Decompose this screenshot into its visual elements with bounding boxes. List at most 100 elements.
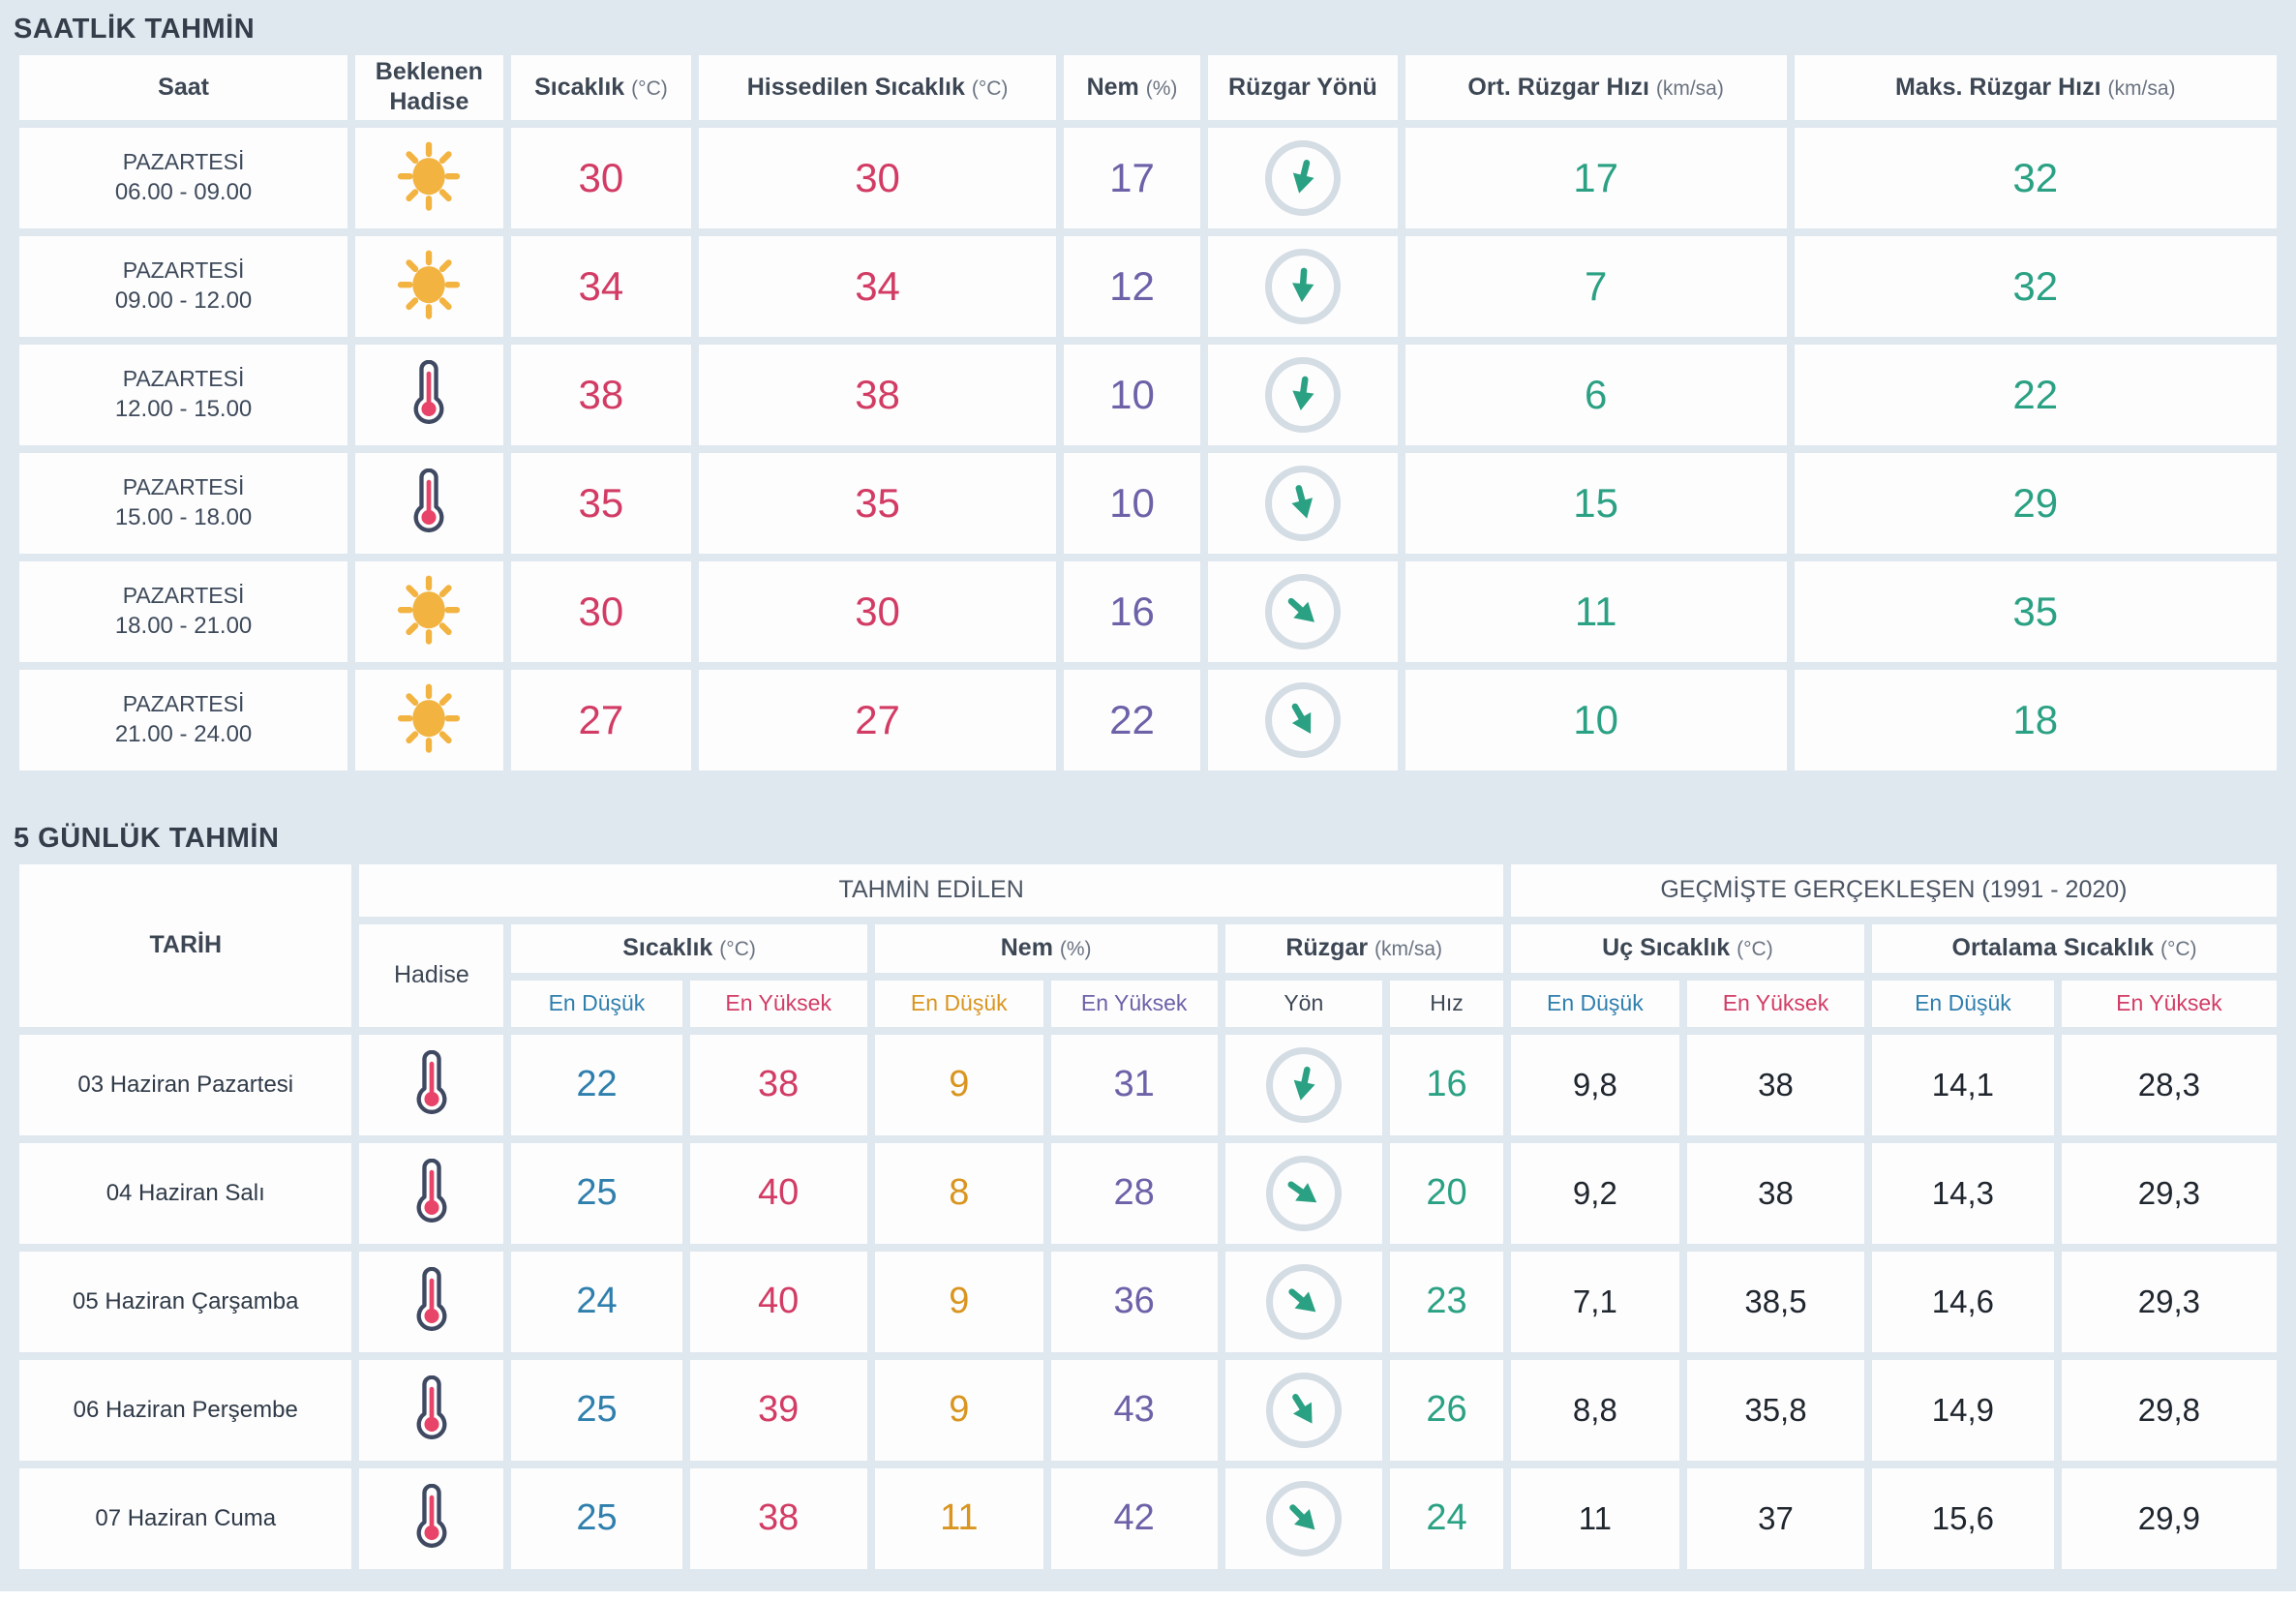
daily-header-sub-row: En Düşük En Yüksek En Düşük En Yüksek Yö… bbox=[19, 980, 2277, 1027]
wind-speed-value: 23 bbox=[1390, 1251, 1503, 1352]
wind-speed-value: 16 bbox=[1390, 1034, 1503, 1135]
temp-min-value: 25 bbox=[511, 1142, 682, 1244]
col-header-sicaklik: Sıcaklık (°C) bbox=[510, 55, 692, 120]
subheader-ext-min: En Düşük bbox=[1510, 980, 1679, 1027]
average-max-value: 29,9 bbox=[2061, 1467, 2277, 1569]
date-label: 03 Haziran Pazartesi bbox=[19, 1034, 352, 1135]
average-min-value: 14,3 bbox=[1872, 1142, 2054, 1244]
event-cell bbox=[359, 1034, 504, 1135]
event-cell bbox=[359, 1359, 504, 1461]
group-header-tahmin-edilen: TAHMİN EDİLEN bbox=[359, 863, 1503, 917]
wind-max-value: 32 bbox=[1794, 127, 2277, 228]
hourly-header-row: Saat Beklenen Hadise Sıcaklık (°C) Hisse… bbox=[19, 55, 2277, 120]
extreme-max-value: 38 bbox=[1686, 1142, 1865, 1244]
wind-direction-cell bbox=[1224, 1467, 1383, 1569]
wind-direction-cell bbox=[1224, 1251, 1383, 1352]
hum-max-value: 36 bbox=[1050, 1251, 1218, 1352]
wind-max-value: 32 bbox=[1794, 235, 2277, 337]
temperature-value: 30 bbox=[510, 560, 692, 662]
col-header-sicaklik: Sıcaklık (°C) bbox=[511, 923, 867, 973]
temp-min-value: 24 bbox=[511, 1251, 682, 1352]
group-header-gecmiste-gerceklesen: GEÇMİŞTE GERÇEKLEŞEN (1991 - 2020) bbox=[1510, 863, 2277, 917]
average-max-value: 29,3 bbox=[2061, 1251, 2277, 1352]
col-header-ort-ruzgar: Ort. Rüzgar Hızı (km/sa) bbox=[1405, 55, 1787, 120]
wind-avg-value: 11 bbox=[1405, 560, 1787, 662]
expected-event-cell bbox=[355, 560, 503, 662]
thermometer-icon bbox=[413, 1050, 450, 1114]
col-header-ruzgar: Rüzgar (km/sa) bbox=[1224, 923, 1503, 973]
thermometer-icon bbox=[413, 1484, 450, 1548]
extreme-max-value: 35,8 bbox=[1686, 1359, 1865, 1461]
wind-avg-value: 15 bbox=[1405, 452, 1787, 554]
expected-event-cell bbox=[355, 344, 503, 445]
event-cell bbox=[359, 1467, 504, 1569]
extreme-min-value: 9,8 bbox=[1510, 1034, 1679, 1135]
hourly-row-3: PAZARTESİ 12.00 - 15.00 38 38 10 6 22 bbox=[19, 344, 2277, 445]
wind-avg-value: 7 bbox=[1405, 235, 1787, 337]
sunny-icon bbox=[393, 139, 465, 211]
daily-header-category-row: Hadise Sıcaklık (°C) Nem (%) Rüzgar (km/… bbox=[19, 923, 2277, 1027]
wind-direction-icon bbox=[1264, 356, 1341, 433]
col-header-ortalama-sicaklik: Ortalama Sıcaklık (°C) bbox=[1872, 923, 2277, 973]
wind-direction-cell bbox=[1224, 1034, 1383, 1135]
hum-max-value: 43 bbox=[1050, 1359, 1218, 1461]
thermometer-icon bbox=[413, 1375, 450, 1439]
average-min-value: 14,1 bbox=[1872, 1034, 2054, 1135]
hourly-row-5: PAZARTESİ 18.00 - 21.00 30 30 16 11 35 bbox=[19, 560, 2277, 662]
wind-direction-cell bbox=[1208, 127, 1398, 228]
subheader-ext-max: En Yüksek bbox=[1686, 980, 1865, 1027]
average-max-value: 29,8 bbox=[2061, 1359, 2277, 1461]
wind-direction-icon bbox=[1265, 1155, 1342, 1231]
col-header-saat: Saat bbox=[19, 55, 348, 120]
expected-event-cell bbox=[355, 669, 503, 770]
thermometer-icon bbox=[410, 468, 447, 532]
wind-avg-value: 10 bbox=[1405, 669, 1787, 770]
daily-forecast-table: TARİH TAHMİN EDİLEN GEÇMİŞTE GERÇEKLEŞEN… bbox=[12, 857, 2284, 1577]
col-header-beklenen-hadise: Beklenen Hadise bbox=[355, 55, 503, 120]
col-header-tarih: TARİH bbox=[19, 863, 352, 1027]
wind-max-value: 35 bbox=[1794, 560, 2277, 662]
thermometer-icon bbox=[410, 360, 447, 424]
temp-max-value: 40 bbox=[689, 1251, 867, 1352]
humidity-value: 16 bbox=[1063, 560, 1201, 662]
extreme-min-value: 7,1 bbox=[1510, 1251, 1679, 1352]
extreme-max-value: 38 bbox=[1686, 1034, 1865, 1135]
temperature-value: 34 bbox=[510, 235, 692, 337]
temp-max-value: 38 bbox=[689, 1034, 867, 1135]
hourly-row-2: PAZARTESİ 09.00 - 12.00 34 34 12 7 32 bbox=[19, 235, 2277, 337]
average-min-value: 15,6 bbox=[1872, 1467, 2054, 1569]
expected-event-cell bbox=[355, 235, 503, 337]
hourly-row-4: PAZARTESİ 15.00 - 18.00 35 35 10 15 29 bbox=[19, 452, 2277, 554]
wind-direction-icon bbox=[1264, 681, 1341, 758]
col-header-ruzgar-yonu: Rüzgar Yönü bbox=[1208, 55, 1398, 120]
extreme-min-value: 9,2 bbox=[1510, 1142, 1679, 1244]
humidity-value: 17 bbox=[1063, 127, 1201, 228]
daily-header-group-row: TARİH TAHMİN EDİLEN GEÇMİŞTE GERÇEKLEŞEN… bbox=[19, 863, 2277, 1027]
hourly-row-1: PAZARTESİ 06.00 - 09.00 30 30 17 17 32 bbox=[19, 127, 2277, 228]
wind-max-value: 22 bbox=[1794, 344, 2277, 445]
wind-speed-value: 26 bbox=[1390, 1359, 1503, 1461]
average-max-value: 28,3 bbox=[2061, 1034, 2277, 1135]
time-range: PAZARTESİ 09.00 - 12.00 bbox=[19, 235, 348, 337]
temp-min-value: 25 bbox=[511, 1467, 682, 1569]
humidity-value: 12 bbox=[1063, 235, 1201, 337]
date-label: 07 Haziran Cuma bbox=[19, 1467, 352, 1569]
temperature-value: 30 bbox=[510, 127, 692, 228]
daily-row-2: 04 Haziran Salı 25 40 8 28 20 9,2 38 14,… bbox=[19, 1142, 2277, 1244]
feels-like-value: 27 bbox=[699, 669, 1056, 770]
humidity-value: 22 bbox=[1063, 669, 1201, 770]
expected-event-cell bbox=[355, 452, 503, 554]
wind-direction-cell bbox=[1224, 1142, 1383, 1244]
thermometer-icon bbox=[413, 1159, 450, 1223]
feels-like-value: 35 bbox=[699, 452, 1056, 554]
time-range: PAZARTESİ 21.00 - 24.00 bbox=[19, 669, 348, 770]
subheader-temp-max: En Yüksek bbox=[689, 980, 867, 1027]
hum-max-value: 42 bbox=[1050, 1467, 1218, 1569]
date-label: 05 Haziran Çarşamba bbox=[19, 1251, 352, 1352]
wind-speed-value: 24 bbox=[1390, 1467, 1503, 1569]
hum-min-value: 11 bbox=[874, 1467, 1043, 1569]
feels-like-value: 30 bbox=[699, 560, 1056, 662]
expected-event-cell bbox=[355, 127, 503, 228]
wind-direction-icon bbox=[1265, 1372, 1342, 1448]
wind-direction-icon bbox=[1265, 1480, 1342, 1556]
